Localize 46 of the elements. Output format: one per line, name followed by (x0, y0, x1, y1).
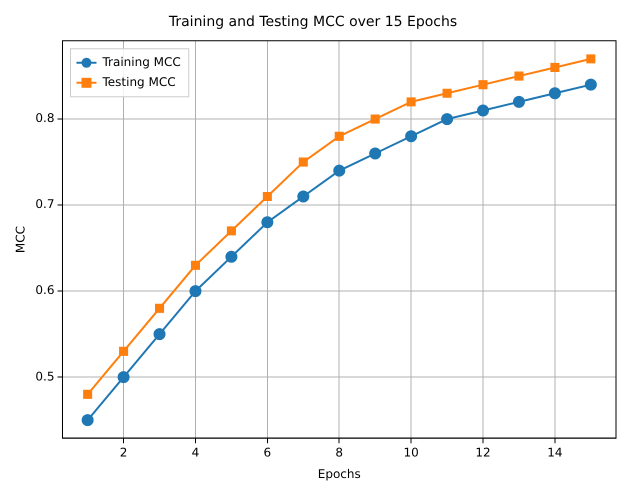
point (477, 104, 490, 116)
x-tick-label: 14 (547, 446, 563, 460)
y-axis-title: MCC (13, 226, 28, 254)
point (333, 164, 346, 177)
x-tick-label: 8 (335, 446, 344, 460)
point (119, 346, 128, 356)
legend-label: Training MCC (101, 54, 181, 69)
point (189, 285, 202, 298)
point (225, 250, 238, 263)
point (441, 113, 454, 126)
point (297, 190, 310, 202)
chart-title: Training and Testing MCC over 15 Epochs (168, 14, 458, 30)
point (262, 192, 272, 202)
x-tick-label: 4 (192, 446, 200, 460)
y-tick-label: 0.5 (35, 369, 54, 384)
point (548, 87, 561, 100)
x-tick-label: 6 (264, 446, 272, 460)
point (190, 260, 200, 270)
point (261, 216, 274, 228)
x-tick-label: 10 (403, 446, 419, 460)
point (118, 371, 130, 384)
x-tick-label: 12 (475, 446, 491, 460)
x-axis-title: Epochs (318, 466, 361, 481)
point (405, 130, 418, 142)
point (550, 62, 560, 72)
point (83, 390, 92, 399)
point (406, 97, 416, 106)
point (154, 328, 166, 340)
legend-label: Testing MCC (101, 74, 176, 89)
point (512, 96, 525, 108)
point (478, 80, 488, 90)
point (334, 132, 344, 141)
point (298, 158, 308, 167)
point (514, 72, 524, 81)
point (584, 78, 597, 91)
point (154, 304, 164, 313)
y-tick-label: 0.8 (35, 111, 54, 126)
point (82, 414, 94, 426)
x-tick-label: 2 (120, 446, 128, 460)
point (369, 147, 382, 160)
y-tick-label: 0.6 (35, 283, 54, 298)
point (442, 88, 452, 98)
point (370, 114, 380, 124)
point (226, 226, 236, 236)
point (586, 54, 596, 64)
y-tick-label: 0.7 (35, 197, 54, 212)
